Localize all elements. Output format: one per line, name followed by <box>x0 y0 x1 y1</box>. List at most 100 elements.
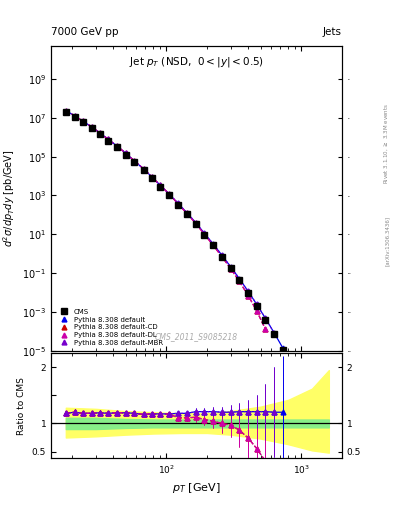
Pythia 8.308 default-MBR <box>72 113 77 119</box>
Pythia 8.308 default-MBR <box>211 241 215 247</box>
Pythia 8.308 default-MBR <box>202 230 207 236</box>
CMS <box>63 109 68 115</box>
Pythia 8.308 default-DL <box>185 210 189 217</box>
Pythia 8.308 default-MBR <box>237 275 242 282</box>
Pythia 8.308 default-DL <box>80 118 85 124</box>
Text: 7000 GeV pp: 7000 GeV pp <box>51 27 119 37</box>
Pythia 8.308 default-CD <box>123 150 128 156</box>
CMS <box>89 125 94 132</box>
Pythia 8.308 default <box>167 191 171 197</box>
Pythia 8.308 default <box>80 118 85 124</box>
CMS <box>220 253 224 260</box>
Text: Jets: Jets <box>323 27 342 37</box>
Pythia 8.308 default-CD <box>63 108 68 114</box>
CMS <box>312 427 316 433</box>
Pythia 8.308 default-CD <box>141 166 146 172</box>
Legend: CMS, Pythia 8.308 default, Pythia 8.308 default-CD, Pythia 8.308 default-DL, Pyt: CMS, Pythia 8.308 default, Pythia 8.308 … <box>55 308 165 347</box>
CMS <box>202 231 207 238</box>
CMS <box>319 447 323 454</box>
CMS <box>289 363 294 369</box>
CMS <box>254 303 259 309</box>
Pythia 8.308 default-MBR <box>167 191 171 197</box>
Pythia 8.308 default-DL <box>89 124 94 130</box>
CMS <box>228 265 233 271</box>
Pythia 8.308 default-MBR <box>89 124 94 130</box>
Pythia 8.308 default-CD <box>89 124 94 130</box>
CMS <box>132 159 137 165</box>
Pythia 8.308 default-MBR <box>158 182 163 188</box>
X-axis label: $p_T$ [GeV]: $p_T$ [GeV] <box>172 481 221 495</box>
Pythia 8.308 default <box>123 150 128 156</box>
Pythia 8.308 default-CD <box>72 113 77 119</box>
Pythia 8.308 default <box>97 130 102 136</box>
Pythia 8.308 default-CD <box>263 326 268 332</box>
Pythia 8.308 default-CD <box>80 118 85 124</box>
Pythia 8.308 default <box>220 252 224 258</box>
Pythia 8.308 default-DL <box>72 113 77 119</box>
Pythia 8.308 default-DL <box>193 220 198 226</box>
CMS <box>211 242 215 248</box>
Pythia 8.308 default-CD <box>254 308 259 314</box>
Pythia 8.308 default-CD <box>97 130 102 136</box>
CMS <box>281 347 285 353</box>
Pythia 8.308 default-DL <box>176 201 180 207</box>
Pythia 8.308 default <box>193 220 198 226</box>
CMS <box>263 317 268 323</box>
CMS <box>72 114 77 120</box>
Pythia 8.308 default-MBR <box>132 158 137 164</box>
Pythia 8.308 default-CD <box>158 182 163 188</box>
Pythia 8.308 default-CD <box>149 174 154 180</box>
Line: Pythia 8.308 default: Pythia 8.308 default <box>63 108 285 350</box>
Pythia 8.308 default-MBR <box>63 108 68 114</box>
Pythia 8.308 default-CD <box>246 292 250 298</box>
Pythia 8.308 default-CD <box>193 220 198 226</box>
Pythia 8.308 default-DL <box>202 231 207 237</box>
Pythia 8.308 default-DL <box>220 253 224 260</box>
Pythia 8.308 default <box>272 330 276 336</box>
Line: Pythia 8.308 default-CD: Pythia 8.308 default-CD <box>63 108 268 332</box>
Pythia 8.308 default-MBR <box>149 174 154 180</box>
Pythia 8.308 default-DL <box>228 266 233 272</box>
Pythia 8.308 default-CD <box>167 191 171 197</box>
Pythia 8.308 default-MBR <box>254 302 259 308</box>
Pythia 8.308 default <box>158 182 163 188</box>
Line: Pythia 8.308 default-DL: Pythia 8.308 default-DL <box>63 108 268 332</box>
CMS <box>303 395 307 401</box>
CMS <box>158 183 163 189</box>
Text: Rivet 3.1.10, $\geq$ 3.3M events: Rivet 3.1.10, $\geq$ 3.3M events <box>383 103 390 184</box>
Pythia 8.308 default-CD <box>228 266 233 272</box>
Pythia 8.308 default <box>132 158 137 164</box>
CMS <box>114 144 119 151</box>
Pythia 8.308 default <box>89 124 94 130</box>
Line: Pythia 8.308 default-MBR: Pythia 8.308 default-MBR <box>63 108 277 335</box>
Pythia 8.308 default-CD <box>176 201 180 207</box>
Pythia 8.308 default <box>281 345 285 351</box>
Pythia 8.308 default-DL <box>167 191 171 197</box>
CMS <box>97 131 102 137</box>
Pythia 8.308 default-DL <box>237 279 242 285</box>
Pythia 8.308 default-CD <box>237 279 242 285</box>
Pythia 8.308 default-DL <box>97 130 102 136</box>
CMS <box>323 497 327 503</box>
Text: [arXiv:1306.3436]: [arXiv:1306.3436] <box>385 216 390 266</box>
Pythia 8.308 default <box>211 241 215 247</box>
Pythia 8.308 default <box>228 264 233 270</box>
Pythia 8.308 default-CD <box>114 143 119 149</box>
Pythia 8.308 default-CD <box>211 242 215 248</box>
CMS <box>272 331 276 337</box>
Pythia 8.308 default-MBR <box>141 166 146 172</box>
Pythia 8.308 default-DL <box>141 166 146 172</box>
Pythia 8.308 default-MBR <box>106 136 110 142</box>
CMS <box>80 119 85 125</box>
Pythia 8.308 default-DL <box>114 143 119 149</box>
Pythia 8.308 default <box>114 143 119 149</box>
CMS <box>307 411 312 417</box>
Pythia 8.308 default <box>202 230 207 236</box>
Pythia 8.308 default-CD <box>106 136 110 142</box>
CMS <box>167 192 171 198</box>
Pythia 8.308 default-DL <box>123 150 128 156</box>
Pythia 8.308 default-CD <box>202 231 207 237</box>
Pythia 8.308 default-DL <box>254 308 259 314</box>
Pythia 8.308 default-MBR <box>80 118 85 124</box>
Pythia 8.308 default <box>149 174 154 180</box>
